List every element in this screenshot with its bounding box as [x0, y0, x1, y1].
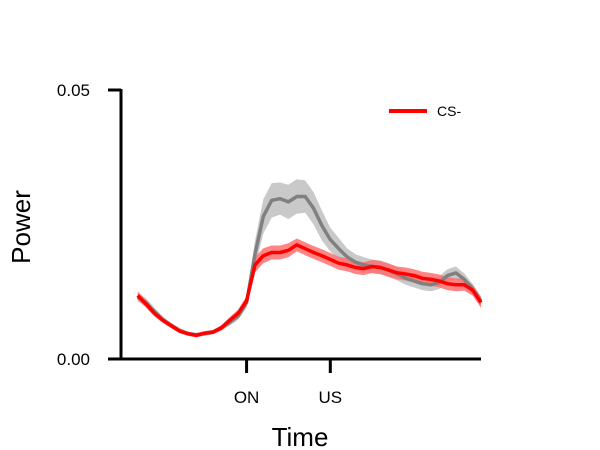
x-tick-label-0: ON: [234, 388, 260, 407]
series-line-1: [136, 243, 483, 338]
x-ticks: ON US: [234, 359, 342, 407]
x-tick-label-1: US: [318, 388, 342, 407]
y-tick-label-0: 0.00: [57, 350, 90, 369]
y-ticks: 0.00 0.05: [57, 81, 121, 369]
y-tick-label-1: 0.05: [57, 81, 90, 100]
y-axis-label: Power: [6, 190, 36, 264]
legend-label-cs-minus: CS-: [437, 103, 461, 119]
series-lines: [136, 194, 483, 338]
x-axis-label: Time: [272, 422, 329, 450]
legend: CS-: [389, 103, 461, 119]
error-band-0: [137, 179, 481, 337]
